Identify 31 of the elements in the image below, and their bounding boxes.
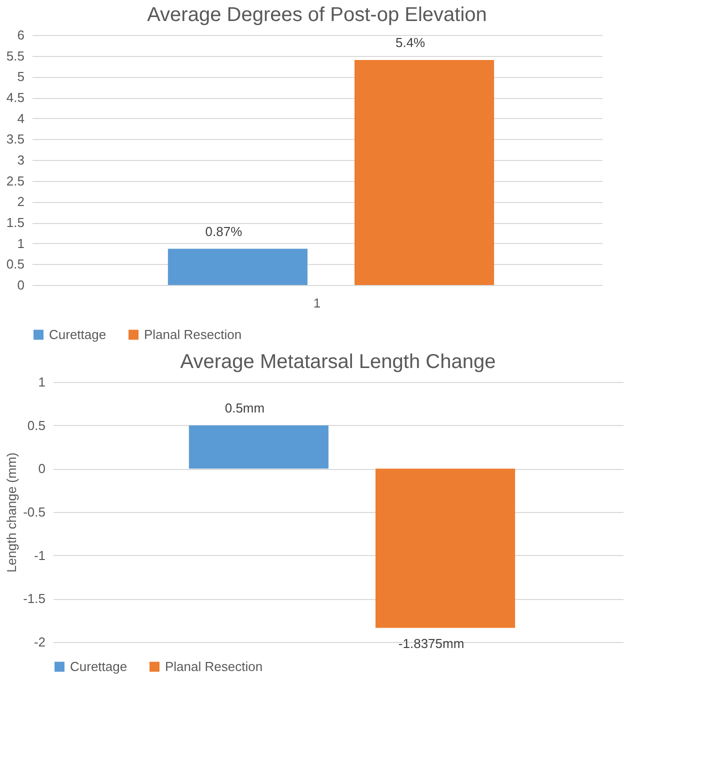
- y-tick-label: 2.5: [6, 173, 24, 188]
- y-tick-label: 2: [17, 194, 24, 210]
- y-tick-label: 1: [17, 236, 24, 251]
- y-tick-label: 3.5: [6, 132, 24, 147]
- legend-label: Planal Resection: [165, 658, 263, 674]
- y-tick-label: -1.5: [23, 591, 46, 606]
- y-tick-label: 1: [38, 374, 46, 390]
- legend-label: Planal Resection: [144, 326, 242, 342]
- y-tick-label: -0.5: [23, 504, 46, 520]
- y-tick-label: -2: [34, 634, 46, 650]
- y-axis-title: Length change (mm): [4, 452, 20, 572]
- legend-label: Curettage: [49, 326, 106, 342]
- data-label: -1.8375mm: [398, 636, 464, 651]
- y-tick-label: 4: [17, 110, 24, 126]
- legend-label: Curettage: [70, 658, 128, 674]
- y-tick-label: -1: [34, 548, 46, 563]
- y-tick-label: 3: [17, 152, 24, 168]
- chart-title: Average Degrees of Post-op Elevation: [147, 4, 487, 26]
- y-tick-label: 5.5: [6, 48, 24, 64]
- y-tick-label: 4.5: [6, 90, 24, 105]
- data-label: 5.4%: [395, 35, 426, 50]
- chart-title: Average Metatarsal Length Change: [180, 351, 496, 373]
- y-tick-label: 6: [17, 28, 24, 42]
- y-tick-label: 0: [17, 278, 24, 292]
- data-label: 0.87%: [205, 224, 243, 239]
- y-tick-label: 1.5: [6, 215, 24, 230]
- y-tick-label: 5: [17, 69, 24, 84]
- y-tick-label: 0.5: [27, 418, 46, 433]
- data-label: 0.5mm: [224, 400, 265, 416]
- y-tick-label: 0: [38, 461, 46, 476]
- y-tick-label: 0.5: [6, 256, 24, 272]
